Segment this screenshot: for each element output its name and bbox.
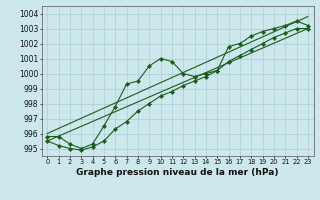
X-axis label: Graphe pression niveau de la mer (hPa): Graphe pression niveau de la mer (hPa) bbox=[76, 168, 279, 177]
